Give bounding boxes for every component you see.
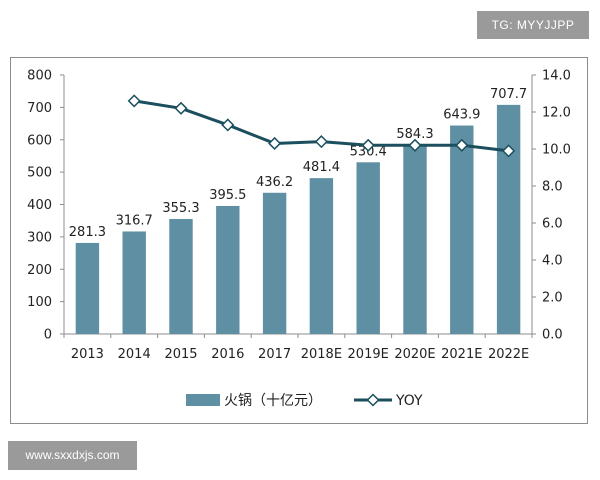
left-axis-tick-label: 300 <box>27 230 52 245</box>
left-axis-tick-label: 800 <box>27 69 52 84</box>
x-axis-tick-label: 2019E <box>348 347 389 362</box>
yoy-point <box>408 138 422 152</box>
legend-bar-swatch <box>186 394 220 406</box>
right-axis-tick-label: 6.0 <box>542 217 563 232</box>
bar <box>309 178 334 334</box>
x-axis-tick-label: 2020E <box>394 347 435 362</box>
left-axis-tick-label: 100 <box>27 295 52 310</box>
chart-frame: 0 100 200 300 400 500 600 700 800 0.0 2.0 4.0 6.0 8.0… <box>10 57 588 424</box>
x-axis-tick-label: 2016 <box>211 347 244 362</box>
right-axis-tick-label: 4.0 <box>542 254 563 269</box>
bar <box>262 192 287 334</box>
yoy-point <box>361 138 375 152</box>
bar <box>122 231 146 334</box>
bar <box>496 104 521 334</box>
bar-data-label: 281.3 <box>69 225 106 240</box>
bar-data-label: 316.7 <box>116 213 153 228</box>
x-axis-tick-label: 2015 <box>164 347 197 362</box>
left-axis-tick-label: 700 <box>27 101 52 116</box>
bar-data-label: 395.5 <box>209 188 246 203</box>
bar-data-label: 707.7 <box>490 87 527 102</box>
x-axis-tick-label: 2022E <box>488 347 529 362</box>
chart-svg: 0 100 200 300 400 500 600 700 800 0.0 2.0 4.0 6.0 8.0… <box>27 69 571 410</box>
left-axis-tick-label: 200 <box>27 263 52 278</box>
watermark-top: TG: MYYJJPP <box>477 11 589 39</box>
legend-bar-label: 火锅（十亿元） <box>224 393 322 409</box>
bar <box>75 242 100 334</box>
right-axis-tick-label: 0.0 <box>542 328 563 343</box>
bar <box>169 218 193 334</box>
right-axis-tick-label: 14.0 <box>542 69 571 84</box>
bar <box>403 144 427 334</box>
bar <box>216 205 240 334</box>
line-layer <box>127 94 516 158</box>
legend-line-label: YOY <box>395 393 423 409</box>
legend-layer: 火锅（十亿元） YOY <box>186 393 423 409</box>
x-axis-tick-label: 2018E <box>301 347 342 362</box>
x-axis-tick-label: 2021E <box>441 347 482 362</box>
yoy-point <box>455 138 469 152</box>
right-axis-tick-label: 2.0 <box>542 291 563 306</box>
watermark-bottom: www.sxxdxjs.com <box>8 441 137 470</box>
yoy-point <box>268 136 282 151</box>
bar-data-label: 355.3 <box>162 201 199 216</box>
left-axis-tick-label: 500 <box>27 166 52 181</box>
bar-data-label: 643.9 <box>443 108 480 123</box>
axes-layer: 0 100 200 300 400 500 600 700 800 0.0 2.0 4.0 6.0 8.0… <box>27 69 571 363</box>
left-axis-tick-label: 0 <box>44 328 52 343</box>
left-axis-tick-label: 400 <box>27 198 52 213</box>
bar <box>450 125 474 334</box>
x-axis-tick-label: 2017 <box>258 347 291 362</box>
yoy-point <box>314 135 328 149</box>
bar-data-label: 436.2 <box>256 175 293 190</box>
left-axis-tick-label: 600 <box>27 133 52 148</box>
bar-data-label: 481.4 <box>303 160 340 175</box>
bar <box>356 162 380 334</box>
yoy-point <box>221 118 235 132</box>
legend-line-marker <box>366 393 380 407</box>
bar-data-label: 584.3 <box>396 127 433 142</box>
right-axis-tick-label: 12.0 <box>542 106 571 121</box>
yoy-point <box>174 101 188 115</box>
bars-layer <box>75 104 521 334</box>
yoy-point <box>502 144 516 158</box>
bar-labels-layer: 281.3316.7355.3395.5436.2481.4530.4584.3… <box>69 87 527 240</box>
x-axis-tick-label: 2014 <box>118 347 151 362</box>
right-axis-tick-label: 10.0 <box>542 143 571 158</box>
yoy-point <box>127 94 141 108</box>
right-axis-tick-label: 8.0 <box>542 180 563 195</box>
x-axis-tick-label: 2013 <box>71 347 104 362</box>
